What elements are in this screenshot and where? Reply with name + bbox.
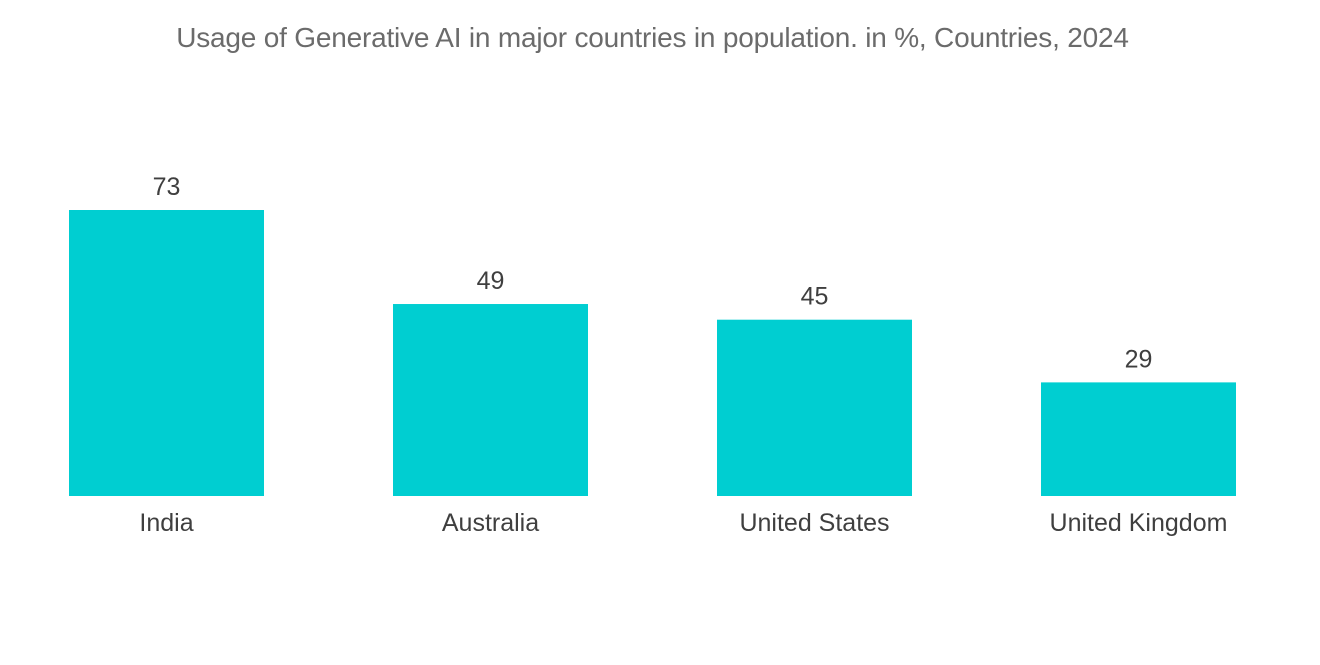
bar-united-kingdom: [1041, 382, 1236, 496]
x-tick-label-australia: Australia: [442, 509, 539, 537]
value-labels-group: 73 49 45 29: [153, 173, 1153, 373]
value-label-united-kingdom: 29: [1125, 345, 1153, 373]
bar-australia: [393, 304, 588, 496]
value-label-india: 73: [153, 173, 181, 201]
bar-india: [69, 210, 264, 496]
x-tick-labels-group: India Australia United States United Kingdo…: [139, 509, 1227, 537]
x-tick-label-united-states: United States: [739, 509, 889, 537]
chart-title: Usage of Generative AI in major countrie…: [176, 22, 1129, 53]
value-label-united-states: 45: [801, 283, 829, 311]
bar-united-states: [717, 319, 912, 496]
x-tick-label-india: India: [139, 509, 193, 537]
value-label-australia: 49: [477, 267, 505, 295]
bars-group: [69, 210, 1236, 496]
x-tick-label-united-kingdom: United Kingdom: [1050, 509, 1228, 537]
